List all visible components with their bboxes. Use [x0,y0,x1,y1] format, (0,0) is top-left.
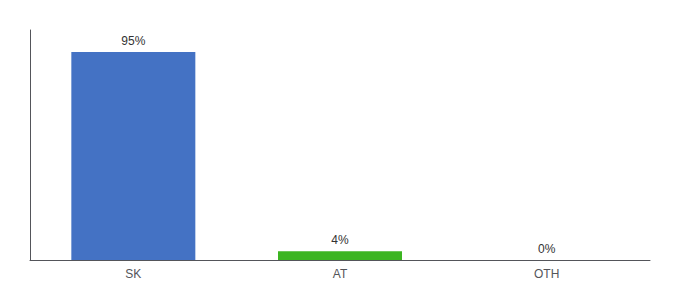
svg-text:0%: 0% [538,242,556,256]
svg-text:AT: AT [333,267,348,281]
svg-text:95%: 95% [121,34,145,48]
svg-text:OTH: OTH [534,267,559,281]
svg-text:SK: SK [125,267,141,281]
svg-text:4%: 4% [331,233,349,247]
